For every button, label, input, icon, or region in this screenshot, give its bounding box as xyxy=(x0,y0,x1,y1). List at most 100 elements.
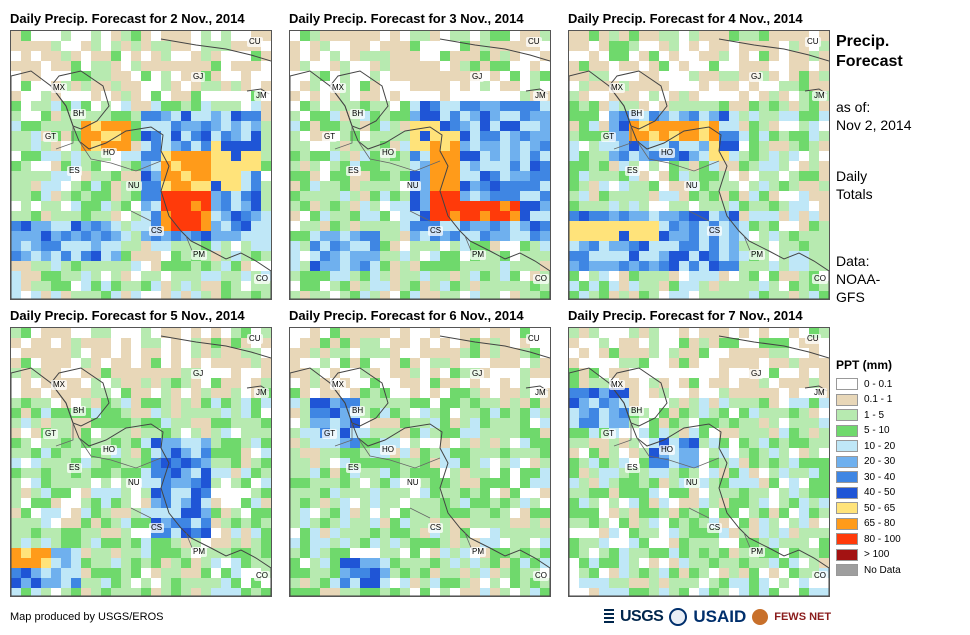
country-border xyxy=(668,160,720,172)
country-code-bh: BH xyxy=(629,109,645,119)
coastline xyxy=(329,367,389,427)
country-code-cs: CS xyxy=(149,226,165,236)
legend-label: No Data xyxy=(864,564,901,576)
country-code-cs: CS xyxy=(149,523,165,533)
country-border xyxy=(688,210,710,222)
country-code-gj: GJ xyxy=(470,369,485,379)
country-code-cu: CU xyxy=(805,334,821,344)
legend-label: 30 - 40 xyxy=(864,471,896,483)
legend-label: 0.1 - 1 xyxy=(864,394,893,405)
country-border xyxy=(636,140,670,164)
country-code-cs: CS xyxy=(428,523,444,533)
panel-title-5: Daily Precip. Forecast for 6 Nov., 2014 xyxy=(289,308,524,323)
country-code-cs: CS xyxy=(707,523,723,533)
country-code-gj: GJ xyxy=(191,369,206,379)
country-border xyxy=(409,210,431,222)
country-border xyxy=(130,507,152,519)
panel-title-2: Daily Precip. Forecast for 3 Nov., 2014 xyxy=(289,11,524,26)
country-code-nu: NU xyxy=(405,181,421,191)
side-title: Precip. Forecast xyxy=(836,32,903,72)
country-code-ho: HO xyxy=(659,148,675,158)
legend-swatch xyxy=(836,548,858,561)
country-code-gt: GT xyxy=(601,429,617,439)
country-code-jm: JM xyxy=(812,388,827,398)
country-code-cu: CU xyxy=(526,37,542,47)
country-border xyxy=(78,140,112,164)
data-line1: Data: xyxy=(836,253,870,269)
country-code-mx: MX xyxy=(609,380,625,390)
country-code-bh: BH xyxy=(350,406,366,416)
map-credit: Map produced by USGS/EROS xyxy=(10,611,164,623)
precip-map-3: CU MX GJ JM BH GT HO ES NU CS PM CO xyxy=(568,30,830,300)
precip-map-1: CU MX GJ JM BH GT HO ES NU CS PM CO xyxy=(10,30,272,300)
fews-globe-icon xyxy=(752,609,769,625)
country-code-nu: NU xyxy=(126,181,142,191)
legend-item: 20 - 30 xyxy=(836,455,895,469)
country-code-ho: HO xyxy=(380,445,396,455)
country-code-jm: JM xyxy=(254,388,269,398)
country-border xyxy=(334,423,353,447)
country-code-gt: GT xyxy=(601,132,617,142)
country-code-cu: CU xyxy=(805,37,821,47)
legend-label: 20 - 30 xyxy=(864,456,896,467)
country-code-pm: PM xyxy=(470,250,486,260)
usaid-seal-icon xyxy=(669,608,688,626)
legend-item: 40 - 50 xyxy=(836,486,895,500)
country-code-gj: GJ xyxy=(191,72,206,82)
coastline xyxy=(329,70,389,130)
legend-item: 5 - 10 xyxy=(836,424,890,438)
legend-item: 0 - 0.1 xyxy=(836,377,892,391)
legend-label: > 100 xyxy=(864,549,890,560)
country-code-ho: HO xyxy=(101,445,117,455)
precip-raster xyxy=(11,328,271,596)
country-code-pm: PM xyxy=(749,547,765,557)
country-code-jm: JM xyxy=(254,91,269,101)
country-border xyxy=(55,423,74,447)
island-outline xyxy=(439,335,550,359)
country-code-es: ES xyxy=(67,166,82,176)
country-code-cu: CU xyxy=(247,37,263,47)
country-border xyxy=(78,437,112,461)
coastline xyxy=(608,367,668,427)
legend-item: 10 - 20 xyxy=(836,439,895,453)
legend-label: 40 - 50 xyxy=(864,487,896,498)
country-code-jm: JM xyxy=(533,91,548,101)
country-code-gt: GT xyxy=(322,429,338,439)
country-code-pm: PM xyxy=(470,547,486,557)
coastline xyxy=(608,70,668,130)
panel-title-6: Daily Precip. Forecast for 7 Nov., 2014 xyxy=(568,308,803,323)
country-border xyxy=(409,507,431,519)
country-border xyxy=(613,423,632,447)
country-border xyxy=(389,160,441,172)
side-title-line1: Precip. xyxy=(836,33,890,50)
precip-raster xyxy=(290,31,550,299)
country-border xyxy=(389,457,441,469)
country-code-jm: JM xyxy=(812,91,827,101)
legend-item: 65 - 80 xyxy=(836,517,895,531)
precip-map-4: CU MX GJ JM BH GT HO ES NU CS PM CO xyxy=(10,327,272,597)
country-code-ho: HO xyxy=(101,148,117,158)
legend-item: 30 - 40 xyxy=(836,470,895,484)
usgs-logo: USGS xyxy=(620,608,664,625)
panel-title-3: Daily Precip. Forecast for 4 Nov., 2014 xyxy=(568,11,803,26)
legend-label: 80 - 100 xyxy=(864,533,901,545)
legend-swatch xyxy=(836,424,858,437)
legend-item: > 100 xyxy=(836,548,889,562)
country-code-es: ES xyxy=(346,463,361,473)
legend-swatch xyxy=(836,486,858,499)
legend-item: 80 - 100 xyxy=(836,532,901,546)
country-border xyxy=(357,437,391,461)
legend-swatch xyxy=(836,378,858,390)
as-of-label: as of: xyxy=(836,99,871,115)
country-code-gj: GJ xyxy=(470,72,485,82)
country-border xyxy=(688,507,710,519)
as-of-date: Nov 2, 2014 xyxy=(836,117,912,133)
country-border xyxy=(636,437,670,461)
coastline xyxy=(50,367,110,427)
country-code-cs: CS xyxy=(707,226,723,236)
island-outline xyxy=(160,38,271,62)
usaid-logo: USAID xyxy=(693,607,747,626)
country-border xyxy=(357,140,391,164)
legend-item: 1 - 5 xyxy=(836,408,884,422)
legend-label: 65 - 80 xyxy=(864,518,896,529)
